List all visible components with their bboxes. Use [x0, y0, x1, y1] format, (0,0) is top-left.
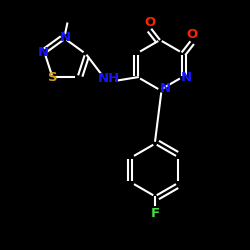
Text: O: O	[186, 28, 197, 42]
Text: O: O	[144, 16, 156, 29]
Text: NH: NH	[98, 72, 120, 85]
Text: N: N	[38, 46, 49, 59]
Text: N: N	[160, 82, 171, 95]
Text: S: S	[48, 71, 57, 84]
Text: N: N	[60, 31, 70, 44]
Text: N: N	[181, 71, 192, 84]
Text: F: F	[150, 207, 160, 220]
